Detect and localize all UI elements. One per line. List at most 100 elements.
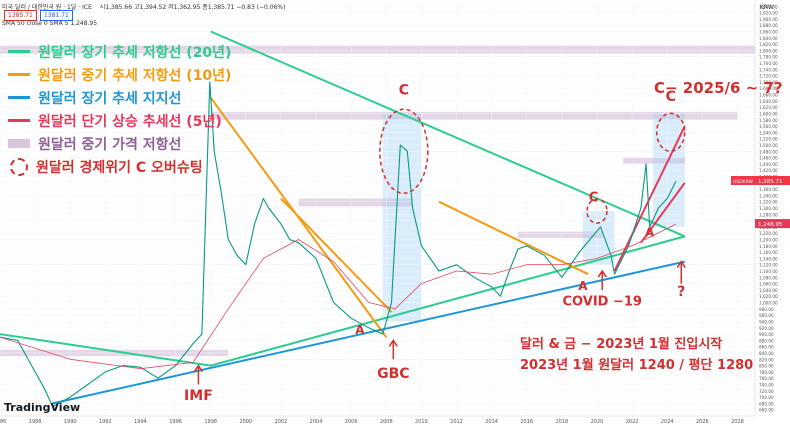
x-tick-label: 1990 — [64, 419, 77, 424]
trendline — [210, 30, 686, 238]
y-tick-label: 1,320.00 — [759, 200, 778, 205]
x-tick-label: 2000 — [239, 419, 252, 424]
legend-swatch — [8, 73, 30, 76]
y-tick-label: 1,120.00 — [759, 263, 778, 268]
legend-item: 원달러 중기 가격 저항선 — [8, 132, 231, 155]
y-tick-label: 980.00 — [759, 307, 774, 312]
legend-item: 원달러 경제위기 C 오버슈팅 — [8, 155, 231, 178]
legend-label: 원달러 장기 추세 지지선 — [38, 90, 182, 107]
y-tick-label: 1,720.00 — [759, 74, 778, 79]
y-tick-label: 1,200.00 — [759, 238, 778, 243]
legend-swatch — [8, 50, 30, 53]
legend-item: 원달러 단기 상승 추세선 (5년) — [8, 109, 231, 132]
y-tick-label: 1,580.00 — [759, 118, 778, 123]
y-tick-label: 700.00 — [759, 395, 774, 400]
y-tick-label: 1,040.00 — [759, 288, 778, 293]
y-tick-label: 1,640.00 — [759, 99, 778, 104]
trendline — [280, 197, 393, 313]
y-tick-label: 660.00 — [759, 408, 774, 413]
tradingview-logo[interactable]: TradingView — [4, 401, 81, 414]
y-tick-label: 1,760.00 — [759, 61, 778, 66]
resistance-band — [210, 111, 738, 120]
y-tick-label: 720.00 — [759, 389, 774, 394]
trendline — [438, 200, 589, 276]
c-marker: C — [399, 83, 409, 99]
legend-item: 원달러 장기 추세 지지선 — [8, 86, 231, 109]
y-tick-label: 1,440.00 — [759, 162, 778, 167]
y-tick-label: 1,680.00 — [759, 86, 778, 91]
overshoot-circle — [379, 108, 429, 195]
symbol-title[interactable]: 미국 달러 / 대한민국 원 · 1달 · ICE — [2, 4, 92, 11]
y-tick-label: 740.00 — [759, 382, 774, 387]
a-marker: A — [355, 323, 365, 337]
y-tick-label: 1,880.00 — [759, 23, 778, 28]
currency-label: KRW — [760, 4, 774, 11]
ohlc-readout: 시1,385.66 고1,394.52 저1,362.95 종1,385.71 … — [99, 4, 286, 11]
arrow-up-icon — [193, 364, 204, 372]
x-tick-label: 1998 — [204, 419, 217, 424]
y-tick-label: 760.00 — [759, 376, 774, 381]
question-label: ? — [677, 284, 685, 300]
arrow-up-icon — [676, 260, 686, 268]
y-tick-label: 1,660.00 — [759, 93, 778, 98]
resistance-band — [298, 198, 413, 207]
y-tick-label: 1,520.00 — [759, 137, 778, 142]
legend-label: 원달러 장기 추세 저항선 (20년) — [38, 44, 232, 61]
y-tick-label: 1,700.00 — [759, 80, 778, 85]
x-tick-label: 2020 — [591, 419, 604, 424]
x-tick-label: 1988 — [29, 419, 42, 424]
x-tick-label: 2010 — [415, 419, 428, 424]
legend: 원달러 장기 추세 저항선 (20년) 원달러 중기 추세 저항선 (10년) … — [8, 40, 231, 178]
y-tick-label: 1,820.00 — [759, 42, 778, 47]
y-tick-label: 960.00 — [759, 313, 774, 318]
annotations: C C C A A A IMF GBC COVID −19? USDKRW 1,385.71 1,24… — [184, 83, 790, 404]
y-tick-label: 1,500.00 — [759, 143, 778, 148]
y-tick-label: 1,860.00 — [759, 30, 778, 35]
overshoot-circle — [655, 112, 686, 153]
sell-badge[interactable]: 1385.71 — [4, 10, 37, 21]
y-tick-label: 900.00 — [759, 332, 774, 337]
overshoot-circle — [586, 198, 608, 224]
y-tick-label: 1,920.00 — [759, 11, 778, 16]
resistance-band — [0, 45, 755, 54]
buy-badge[interactable]: 1381.71 — [40, 10, 73, 21]
legend-swatch — [8, 96, 30, 99]
arrow-up-icon — [597, 269, 607, 278]
y-tick-label: 1,100.00 — [759, 269, 778, 274]
y-tick-label: 1,600.00 — [759, 111, 778, 116]
c-marker: C — [589, 191, 599, 206]
legend-circle-icon — [10, 157, 28, 176]
series-line — [0, 223, 677, 370]
chart-header: 미국 달러 / 대한민국 원 · 1달 · ICE 시1,385.66 고1,3… — [2, 2, 291, 11]
y-tick-label: 1,940.00 — [759, 4, 778, 9]
legend-label: 원달러 경제위기 C 오버슈팅 — [36, 159, 203, 176]
series-line — [0, 81, 677, 408]
x-tick-label: 2012 — [450, 419, 463, 424]
c-marker: C — [666, 89, 676, 105]
legend-label: 원달러 중기 추세 저항선 (10년) — [38, 67, 232, 84]
y-tick-label: 1,160.00 — [759, 250, 778, 255]
ticker-tag — [731, 175, 755, 185]
x-tick-label: 2016 — [520, 419, 533, 424]
resistance-band — [517, 231, 603, 238]
y-tick-label: 1,340.00 — [759, 193, 778, 198]
trendlines — [0, 30, 686, 405]
y-axis-panel — [755, 0, 790, 424]
x-tick-label: 2004 — [310, 419, 323, 424]
x-tick-label: 1986 — [0, 419, 6, 424]
x-tick-label: 2014 — [485, 419, 498, 424]
x-tick-label: 2022 — [626, 419, 639, 424]
indicator-header[interactable]: SMA 50 close 0 SMA 5 1,248.95 — [2, 20, 103, 27]
covid-label: COVID −19 — [563, 295, 642, 310]
y-tick-label: 1,780.00 — [759, 55, 778, 60]
x-tick-label: 2008 — [380, 419, 393, 424]
a-marker: A — [578, 279, 588, 293]
y-tick-label: 880.00 — [759, 338, 774, 343]
y-tick-label: 1,620.00 — [759, 105, 778, 110]
y-tick-label: 1,540.00 — [759, 130, 778, 135]
trendline — [0, 235, 686, 367]
y-tick-label: 1,220.00 — [759, 231, 778, 236]
y-tick-label: 1,560.00 — [759, 124, 778, 129]
note-average: 2023년 1월 원달러 1240 / 평단 1280 — [520, 358, 754, 373]
